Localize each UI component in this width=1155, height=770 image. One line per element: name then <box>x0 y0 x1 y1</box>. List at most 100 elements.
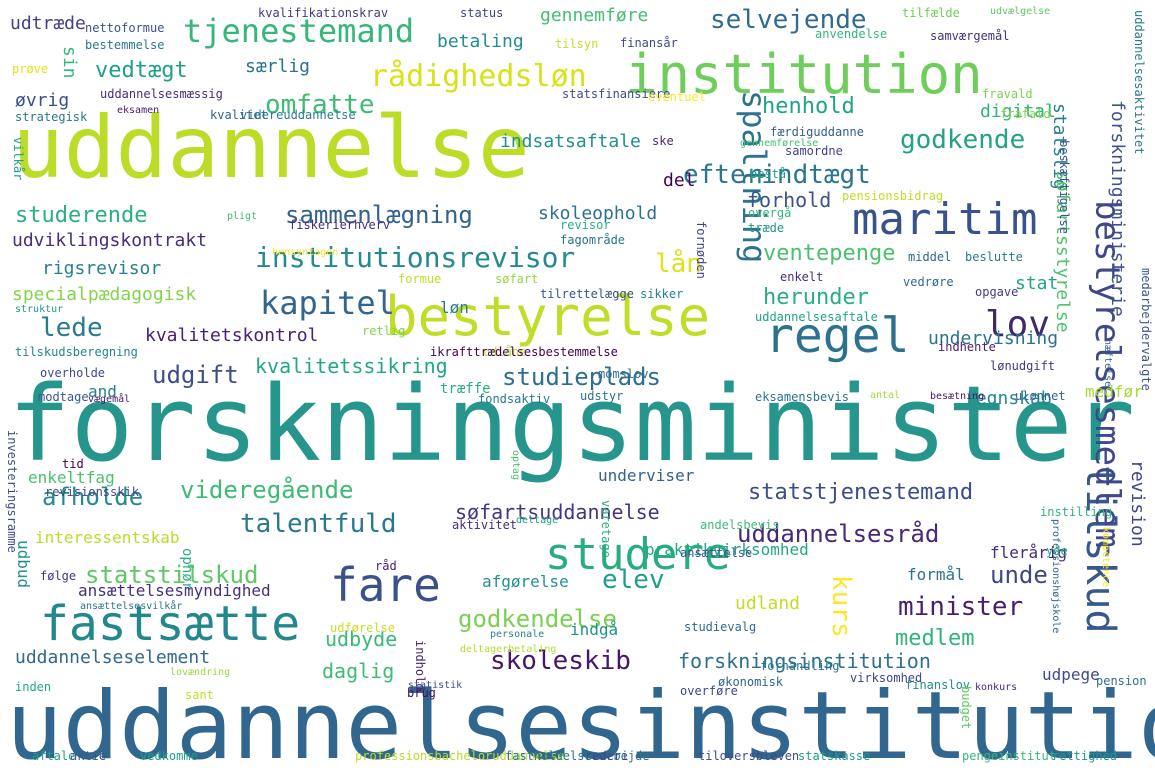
word-studerende: studerende <box>15 203 148 228</box>
word-kapitel: kapitel <box>260 284 395 322</box>
word-finansaar: finansår <box>620 36 678 50</box>
word-enkeltfag: enkeltfag <box>28 468 115 487</box>
word-tid: tid <box>62 457 84 471</box>
word-statskasse: statskasse <box>798 749 871 763</box>
word-tilsyn: tilsyn <box>555 37 599 51</box>
word-traeffe: træffe <box>440 381 491 397</box>
word-unde: unde <box>990 561 1048 589</box>
word-indsatsaftale: indsatsaftale <box>500 131 641 152</box>
word-statistik: statistik <box>408 680 463 691</box>
word-minister: minister <box>898 592 1024 622</box>
word-statstjenestemand: statstjenestemand <box>748 480 974 505</box>
word-sant: sant <box>185 688 214 702</box>
word-andelsbevis: andelsbevis <box>700 518 780 532</box>
word-sikker: sikker <box>640 287 684 301</box>
word-revisor: revisor <box>560 218 611 232</box>
word-overfoere: overføre <box>680 684 738 698</box>
word-deltagerbetaling: deltagerbetaling <box>460 644 557 655</box>
word-overholde: overholde <box>40 366 106 380</box>
word-fastholdelsesarbejde: fastholdelsesarbejde <box>505 749 650 763</box>
word-udfoerelse: udførelse <box>330 621 396 635</box>
word-finanslov: finanslov <box>905 678 971 692</box>
word-godkende: godkende <box>900 125 1026 155</box>
word-vedkomme: vedkomme <box>140 749 198 763</box>
word-raad: råd <box>375 559 397 573</box>
word-elev: elev <box>602 565 665 595</box>
word-spaltning: spaltning <box>735 90 773 264</box>
word-ansaettelse: ansættelse <box>680 546 753 560</box>
word-skoleskib: skoleskib <box>490 646 631 676</box>
word-konkurs: konkurs <box>975 682 1018 693</box>
word-revision: revision <box>1127 460 1148 547</box>
word-ikrafttraedelsesbestemmelse: ikrafttrædelsesbestemmelse <box>430 345 618 359</box>
word-and: and <box>88 382 117 401</box>
word-vaegemaal: vægemål <box>88 394 131 405</box>
word-ventepenge: ventepenge <box>763 241 896 266</box>
word-professionsbacheloruddannelse: professionsbacheloruddannelse <box>355 749 565 763</box>
word-rettighed: rettighed <box>1052 749 1118 763</box>
word-laan: lån <box>655 249 702 279</box>
word-efterindtaegt: efterindtægt <box>683 160 871 190</box>
word-brug: brug <box>407 686 436 700</box>
word-udgift: udgift <box>152 361 239 389</box>
word-medarbejdervalgte: medarbejdervalgte <box>1139 268 1153 391</box>
word-revisionsskik: revisionsskik <box>45 485 139 499</box>
word-stat: stat <box>1015 273 1059 294</box>
word-afgoerelse: afgørelse <box>482 572 569 591</box>
word-aktie: aktie <box>70 749 107 763</box>
word-personale: personale <box>490 629 545 640</box>
word-selvejende: selvejende <box>710 5 867 35</box>
word-virksomhed: virksomhed <box>850 671 923 685</box>
word-lede: lede <box>40 313 103 343</box>
word-institutionsrevisor: institutionsrevisor <box>255 241 576 274</box>
word-institution: institution <box>625 43 983 106</box>
word-pensionsbidrag: pensionsbidrag <box>842 189 944 203</box>
word-vedtaegt: vedtægt <box>95 58 188 83</box>
word-udtraede: udtræde <box>10 13 86 34</box>
word-betaling: betaling <box>437 31 524 52</box>
word-besaetning: besætning <box>930 391 985 402</box>
word-videregaaende: videregående <box>180 476 354 504</box>
word-ansaettelsesmyndighed: ansættelsesmyndighed <box>78 581 271 600</box>
word-eksamen: eksamen <box>117 105 160 116</box>
word-del: del <box>663 170 696 191</box>
word-uddannelsesaftale: uddannelsesaftale <box>755 310 878 324</box>
word-oevrig: øvrig <box>15 90 70 111</box>
word-uddannelsesraad: uddannelsesråd <box>737 520 940 548</box>
word-lov: lov <box>985 304 1051 345</box>
word-saerlig: særlig <box>245 56 311 77</box>
word-kurs: kurs <box>826 575 856 638</box>
word-enkelt: enkelt <box>780 270 824 284</box>
word-statslig: statslig <box>1049 103 1070 190</box>
word-fastsaette: fastsætte <box>40 596 301 652</box>
word-bestemmelse: bestemmelse <box>85 38 165 52</box>
word-samordne: samordne <box>785 144 843 158</box>
word-vilkaar: vilkår <box>11 137 25 181</box>
word-indhold: indhold <box>413 640 427 691</box>
word-videreuddannelse: videreuddannelse <box>240 108 356 122</box>
word-studieplads: studieplads <box>502 363 661 391</box>
word-udlaane: udlåne <box>483 345 527 359</box>
word-uddannelsesmaessig: uddannelsesmæssig <box>100 87 223 101</box>
word-forskningsminister: forskningsminister <box>8 363 1136 485</box>
word-budget: budget <box>959 686 973 730</box>
word-kompetence: kompetence <box>1100 527 1111 588</box>
word-haeftelse: hæftelse <box>1102 339 1113 388</box>
word-instilling: instilling <box>1040 505 1113 519</box>
word-fagomraade: fagområde <box>560 233 626 247</box>
word-tilfaelde: tilfælde <box>902 6 960 20</box>
word-afholde: afholde <box>42 483 144 511</box>
word-udvaelgelse: udvælgelse <box>990 6 1051 17</box>
word-soefartsuddannelse: søfartsuddannelse <box>455 500 660 524</box>
word-uddannelse: uddannelse <box>12 98 530 198</box>
word-nettoformue: nettoformue <box>85 21 165 35</box>
word-gennemfoere: gennemføre <box>540 5 649 26</box>
word-soefartsstyrelse: søfartsstyrelse <box>1052 170 1073 333</box>
word-fondsaktiv: fondsaktiv <box>478 392 551 406</box>
word-deltage: deltage <box>516 515 559 526</box>
word-rederi: rederi <box>585 749 629 763</box>
word-undervisning: undervisning <box>928 328 1059 349</box>
word-retlig: retlig <box>362 324 406 338</box>
word-fravald: fravald <box>982 87 1033 101</box>
